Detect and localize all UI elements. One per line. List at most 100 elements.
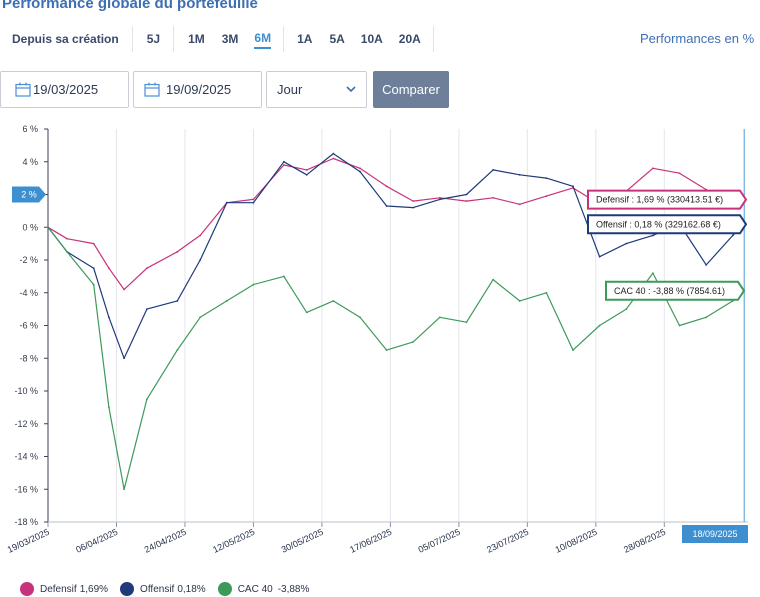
data-point	[92, 267, 95, 270]
data-point	[492, 169, 495, 171]
period-1m[interactable]: 1M	[188, 32, 205, 46]
data-point	[282, 164, 285, 166]
data-point	[598, 324, 601, 327]
series-line-offensif	[47, 152, 745, 359]
performance-mode-dropdown[interactable]: Performances en %⌄	[640, 31, 760, 46]
tooltip-text: CAC 40 : -3,88 % (7854.61)	[614, 286, 725, 296]
data-point	[731, 234, 734, 237]
data-point	[678, 324, 681, 327]
y-tick-label: -10 %	[14, 386, 38, 396]
data-point	[625, 308, 628, 311]
data-point	[282, 275, 285, 278]
period-since-creation[interactable]: Depuis sa création	[12, 32, 119, 46]
period-5a[interactable]: 5A	[329, 32, 345, 46]
period-20a[interactable]: 20A	[398, 32, 421, 46]
data-point	[545, 177, 548, 180]
data-point	[176, 300, 179, 302]
compare-button[interactable]: Comparer	[373, 71, 449, 108]
data-point	[146, 308, 148, 311]
x-tick-label: 10/08/2025	[554, 527, 599, 555]
x-tick-label: 19/03/2025	[6, 527, 51, 555]
y-tick-label: -8 %	[19, 353, 38, 363]
data-point	[107, 316, 110, 319]
data-point	[545, 195, 548, 198]
tooltip-text: Defensif : 1,69 % (330413.51 €)	[596, 195, 723, 205]
period-5j[interactable]: 5J	[146, 32, 161, 46]
data-point	[465, 321, 468, 324]
legend-value: -3,88%	[277, 583, 310, 595]
period-3m[interactable]: 3M	[221, 32, 239, 46]
data-point	[438, 198, 441, 201]
y-tick-label: -2 %	[19, 255, 38, 265]
tooltip-box	[605, 280, 746, 301]
legend-item-defensif[interactable]: Defensif 1,69%	[20, 582, 108, 596]
legend-item-cac40[interactable]: CAC 40 -3,88%	[217, 582, 310, 596]
y-highlight-label: 2 %	[21, 190, 37, 200]
data-point	[518, 203, 521, 206]
data-point	[412, 340, 415, 343]
y-tick-label: -14 %	[14, 452, 38, 462]
data-point	[123, 357, 125, 360]
data-point	[252, 201, 255, 204]
y-tick-label: -16 %	[14, 484, 38, 494]
data-point	[705, 316, 708, 319]
end-date-field[interactable]: 19/09/2025	[133, 71, 262, 108]
x-tick-label: 28/08/2025	[622, 527, 667, 555]
period-6m[interactable]: 6M	[254, 29, 272, 49]
legend-dot	[20, 582, 34, 596]
data-point	[651, 272, 654, 274]
data-point	[412, 200, 415, 202]
data-point	[305, 311, 308, 314]
data-point	[651, 234, 654, 237]
data-point	[282, 160, 285, 163]
x-tick-label: 05/07/2025	[417, 527, 462, 555]
data-point	[252, 198, 255, 201]
x-tick-label: 12/05/2025	[211, 527, 256, 555]
legend-item-offensif[interactable]: Offensif 0,18%	[120, 582, 206, 596]
y-highlight-marker	[12, 186, 46, 203]
data-point	[225, 201, 228, 204]
data-point	[625, 242, 628, 245]
data-point	[305, 173, 308, 176]
x-tick-label: 24/04/2025	[143, 527, 188, 555]
period-1a[interactable]: 1A	[297, 32, 313, 46]
performance-chart: 19/03/2025 06/04/2025 24/04/2025 12/05/2025…	[6, 124, 748, 555]
data-point	[438, 316, 441, 319]
end-date-value: 19/09/2025	[166, 82, 232, 97]
data-point	[678, 172, 681, 175]
x-tick-label: 06/04/2025	[74, 527, 119, 555]
data-point	[385, 185, 388, 188]
legend-dot	[217, 582, 232, 596]
y-tick-label: 4 %	[22, 157, 38, 167]
legend-value: 1,69%	[79, 583, 109, 595]
y-tick-label: -12 %	[14, 419, 38, 429]
data-point	[252, 283, 255, 286]
data-point	[385, 349, 388, 351]
tooltip-text: Offensif : 0,18 % (329162.68 €)	[596, 219, 721, 229]
data-point	[492, 278, 495, 281]
y-tick-label: -4 %	[19, 288, 38, 298]
period-selector: Depuis sa création 5J 1M 3M 6M 1A 5A 10A…	[0, 24, 434, 54]
data-point	[176, 349, 179, 351]
data-point	[438, 196, 441, 199]
period-divider	[432, 26, 434, 52]
data-point	[651, 167, 654, 170]
data-point	[199, 316, 202, 319]
data-point	[359, 170, 361, 173]
x-tick-label: 17/06/2025	[348, 527, 393, 555]
start-date-field[interactable]: 19/03/2025	[0, 71, 129, 108]
calendar-icon	[15, 82, 31, 97]
legend-name: Offensif	[140, 583, 175, 595]
data-point	[66, 250, 68, 253]
data-point	[465, 200, 468, 202]
period-10a[interactable]: 10A	[360, 32, 383, 46]
performance-mode-label: Performances en %	[640, 31, 755, 46]
data-point	[92, 283, 95, 286]
start-date-value: 19/03/2025	[33, 82, 99, 97]
data-point	[492, 196, 495, 199]
data-point	[47, 226, 49, 229]
granularity-select[interactable]: Jour	[266, 71, 367, 108]
legend-name: CAC 40	[237, 583, 273, 595]
chart-legend: Defensif 1,69% Offensif 0,18% CAC 40 -3,…	[20, 581, 321, 597]
tooltip-box	[587, 214, 748, 235]
